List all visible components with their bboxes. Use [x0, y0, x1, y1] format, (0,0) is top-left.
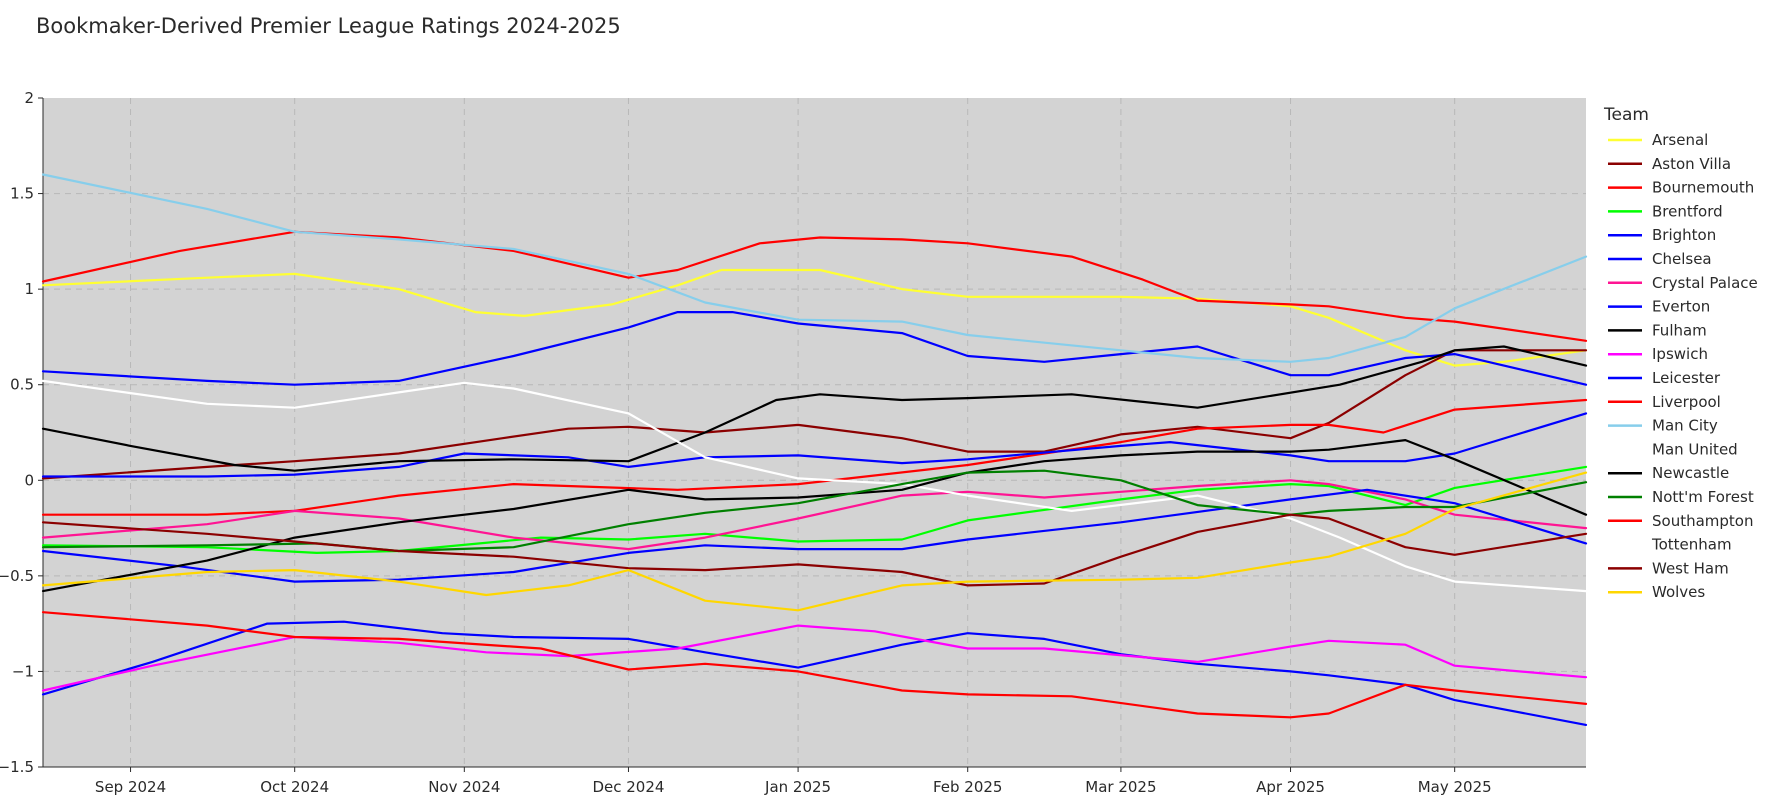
series-line-wolves [41, 471, 1588, 612]
legend-item[interactable]: Nott'm Forest [1608, 488, 1754, 506]
legend-label: Everton [1652, 298, 1710, 316]
y-tick-label: 0 [24, 471, 34, 489]
legend-label: Brentford [1652, 202, 1723, 220]
legend-label: West Ham [1652, 559, 1729, 577]
series-line-southampton [41, 611, 1588, 719]
series-line-liverpool [41, 230, 1588, 342]
legend-label: Nott'm Forest [1652, 488, 1754, 506]
legend-item[interactable]: Man United [1608, 440, 1738, 458]
y-tick-label: −1 [12, 662, 34, 680]
legend-title: Team [1603, 105, 1649, 125]
series-line-brighton [41, 412, 1588, 478]
legend-label: Arsenal [1652, 131, 1708, 149]
legend-item[interactable]: Wolves [1608, 583, 1705, 601]
legend-label: Leicester [1652, 369, 1721, 387]
plot-background [43, 98, 1586, 767]
x-tick-label: Dec 2024 [592, 778, 664, 796]
grid [43, 98, 1586, 767]
legend-label: Crystal Palace [1652, 274, 1758, 292]
legend-item[interactable]: Bournemouth [1608, 179, 1754, 197]
legend-label: Fulham [1652, 321, 1707, 339]
legend-label: Man United [1652, 440, 1738, 458]
legend-label: Newcastle [1652, 464, 1729, 482]
series-line-newcastle [41, 439, 1588, 593]
x-tick-label: Mar 2025 [1085, 778, 1156, 796]
legend-item[interactable]: Chelsea [1608, 250, 1712, 268]
legend-item[interactable]: Fulham [1608, 321, 1707, 339]
legend-label: Aston Villa [1652, 155, 1731, 173]
legend-item[interactable]: Crystal Palace [1608, 274, 1758, 292]
y-tick-label: 1.5 [10, 185, 34, 203]
y-tick-label: 1 [24, 280, 34, 298]
x-tick-label: May 2025 [1418, 778, 1492, 796]
series-line-leicester [41, 488, 1588, 583]
series-line-arsenal [41, 268, 1588, 367]
legend-label: Wolves [1652, 583, 1705, 601]
legend-item[interactable]: Tottenham [1608, 536, 1732, 554]
series [41, 173, 1588, 726]
series-line-bournemouth [41, 398, 1588, 516]
legend-label: Brighton [1652, 226, 1716, 244]
series-line-fulham [41, 345, 1588, 472]
chart-title: Bookmaker-Derived Premier League Ratings… [36, 14, 621, 38]
legend-item[interactable]: Brighton [1608, 226, 1716, 244]
legend-item[interactable]: Liverpool [1608, 393, 1721, 411]
legend-label: Man City [1652, 417, 1718, 435]
legend-label: Ipswich [1652, 345, 1708, 363]
y-tick-label: 2 [24, 89, 34, 107]
legend-label: Chelsea [1652, 250, 1712, 268]
legend-item[interactable]: Ipswich [1608, 345, 1708, 363]
legend-item[interactable]: Man City [1608, 417, 1718, 435]
series-line-west-ham [41, 513, 1588, 587]
series-line-everton [41, 620, 1588, 726]
legend-label: Bournemouth [1652, 179, 1754, 197]
x-tick-label: Nov 2024 [428, 778, 500, 796]
y-tick-label: 0.5 [10, 376, 34, 394]
series-line-chelsea [41, 311, 1588, 386]
x-tick-label: Feb 2025 [933, 778, 1003, 796]
legend-item[interactable]: Newcastle [1608, 464, 1729, 482]
legend-label: Tottenham [1651, 536, 1732, 554]
legend-item[interactable]: Southampton [1608, 512, 1753, 530]
legend-item[interactable]: Brentford [1608, 202, 1723, 220]
legend-item[interactable]: West Ham [1608, 559, 1729, 577]
legend-label: Southampton [1652, 512, 1753, 530]
legend-label: Liverpool [1652, 393, 1721, 411]
y-tick-label: −0.5 [0, 567, 34, 585]
legend-item[interactable]: Arsenal [1608, 131, 1708, 149]
x-tick-label: Sep 2024 [95, 778, 166, 796]
legend-item[interactable]: Leicester [1608, 369, 1721, 387]
y-tick-label: −1.5 [0, 758, 34, 776]
series-line-man-united [41, 379, 1588, 593]
series-line-crystal-palace [41, 479, 1588, 551]
axes: Sep 2024 Oct 2024 Nov 2024 Dec 2024 Jan 2025… [0, 89, 1586, 796]
series-line-aston-villa [41, 349, 1588, 480]
legend-item[interactable]: Aston Villa [1608, 155, 1731, 173]
x-tick-label: Jan 2025 [764, 778, 831, 796]
x-tick-label: Oct 2024 [260, 778, 329, 796]
series-line-ipswich [41, 624, 1588, 692]
series-line-man-city [41, 173, 1588, 363]
legend-item[interactable]: Everton [1608, 298, 1710, 316]
x-tick-label: Apr 2025 [1256, 778, 1325, 796]
